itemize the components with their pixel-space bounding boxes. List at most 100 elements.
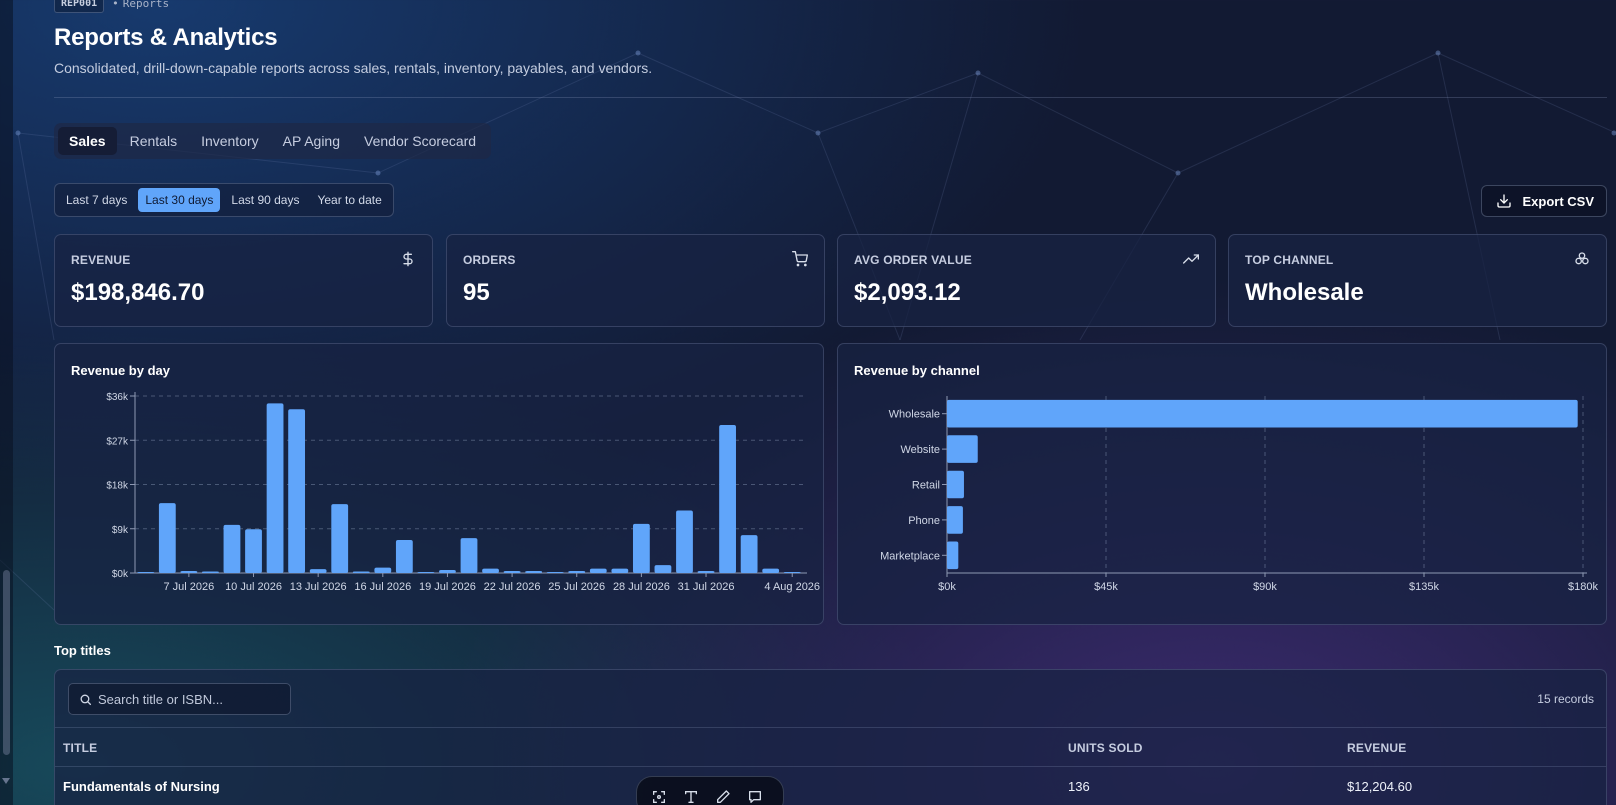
channels-icon bbox=[1574, 251, 1590, 267]
pencil-icon[interactable] bbox=[715, 789, 731, 805]
x-tick-label: $0k bbox=[938, 581, 956, 593]
bar bbox=[568, 571, 586, 573]
tab-vendor-scorecard[interactable]: Vendor Scorecard bbox=[364, 133, 477, 149]
download-icon bbox=[1497, 194, 1512, 208]
left-scrollbar[interactable] bbox=[0, 0, 13, 805]
top-titles-table: 15 records TITLE UNITS SOLD REVENUE Fund… bbox=[54, 669, 1607, 805]
y-tick-label: Wholesale bbox=[889, 409, 940, 421]
x-tick-label: 7 Jul 2026 bbox=[163, 581, 214, 593]
floating-annotation-toolbar bbox=[636, 776, 784, 805]
tab-ap-aging[interactable]: AP Aging bbox=[282, 133, 341, 149]
x-tick-label: 22 Jul 2026 bbox=[484, 581, 541, 593]
x-tick-label: 10 Jul 2026 bbox=[225, 581, 282, 593]
page-subtitle: Consolidated, drill-down-capable reports… bbox=[54, 60, 653, 76]
chart-title: Revenue by day bbox=[71, 363, 170, 378]
records-count: 15 records bbox=[1537, 692, 1594, 706]
select-area-icon[interactable] bbox=[651, 789, 667, 805]
search-icon bbox=[80, 694, 92, 705]
range-last-30-days[interactable]: Last 30 days bbox=[138, 188, 221, 212]
bar bbox=[245, 529, 262, 573]
bar bbox=[309, 569, 327, 573]
export-csv-button[interactable]: Export CSV bbox=[1481, 185, 1607, 217]
page-title: Reports & Analytics bbox=[54, 24, 278, 51]
y-tick-label: Retail bbox=[912, 480, 940, 492]
bar bbox=[947, 470, 964, 499]
range-last-7-days[interactable]: Last 7 days bbox=[66, 193, 128, 207]
kpi-card-avg-order-value: AVG ORDER VALUE $2,093.12 bbox=[837, 234, 1216, 327]
scrollbar-down-arrow[interactable] bbox=[2, 778, 10, 784]
bar bbox=[288, 409, 306, 573]
breadcrumb-section[interactable]: Reports bbox=[122, 0, 170, 10]
x-tick-label: $135k bbox=[1409, 581, 1439, 593]
x-tick-label: $45k bbox=[1094, 581, 1118, 593]
kpi-card-orders: ORDERS 95 bbox=[446, 234, 825, 327]
bar bbox=[632, 523, 650, 573]
bar bbox=[180, 571, 198, 573]
bar bbox=[352, 571, 370, 573]
kpi-value: $2,093.12 bbox=[854, 279, 961, 306]
bar bbox=[137, 572, 155, 573]
x-tick-label: $90k bbox=[1253, 581, 1277, 593]
revenue-by-channel-chart: $0k $45k $90k $135k $180k Wholesale Website Ret… bbox=[880, 396, 1598, 593]
breadcrumb: REP001 • Reports bbox=[54, 0, 169, 13]
kpi-label: AVG ORDER VALUE bbox=[854, 253, 972, 267]
revenue-by-day-card: Revenue by day $0k $9k $18k $27k $36k 7 Jul 2… bbox=[54, 343, 824, 625]
column-header-units-sold[interactable]: UNITS SOLD bbox=[1068, 741, 1143, 755]
bar bbox=[525, 571, 543, 573]
bar bbox=[719, 425, 736, 573]
bar bbox=[740, 535, 758, 573]
bar bbox=[395, 540, 413, 573]
column-header-title[interactable]: TITLE bbox=[63, 741, 98, 755]
kpi-label: REVENUE bbox=[71, 253, 131, 267]
table-row[interactable]: Fundamentals of Nursing 136 $12,204.60 bbox=[55, 767, 1606, 805]
bar bbox=[202, 571, 219, 573]
kpi-label: TOP CHANNEL bbox=[1245, 253, 1334, 267]
kpi-value: 95 bbox=[463, 279, 490, 306]
revenue-by-day-chart: $0k $9k $18k $27k $36k 7 Jul 2026 10 Jul 2026 1… bbox=[106, 392, 820, 593]
chart-title: Revenue by channel bbox=[854, 363, 980, 378]
scrollbar-thumb[interactable] bbox=[3, 570, 10, 755]
bar bbox=[482, 568, 499, 573]
y-tick-label: Marketplace bbox=[880, 550, 940, 562]
comment-icon[interactable] bbox=[747, 789, 763, 805]
y-tick-label: $0k bbox=[112, 569, 129, 580]
header-divider bbox=[54, 97, 1607, 98]
text-tool-icon[interactable] bbox=[683, 789, 699, 805]
bar bbox=[417, 572, 435, 573]
bar bbox=[331, 504, 349, 573]
bar bbox=[503, 571, 521, 573]
report-code-badge: REP001 bbox=[54, 0, 105, 13]
tab-sales[interactable]: Sales bbox=[58, 127, 117, 155]
bar bbox=[158, 503, 176, 573]
search-input[interactable] bbox=[98, 691, 288, 707]
bar bbox=[374, 567, 392, 573]
bar bbox=[947, 541, 959, 570]
column-header-revenue[interactable]: REVENUE bbox=[1347, 741, 1407, 755]
x-tick-label: 13 Jul 2026 bbox=[290, 581, 347, 593]
y-tick-label: Website bbox=[900, 444, 940, 456]
bar bbox=[546, 572, 564, 573]
row-title: Fundamentals of Nursing bbox=[63, 779, 220, 794]
bar bbox=[947, 435, 978, 463]
bar bbox=[611, 568, 629, 573]
kpi-value: $198,846.70 bbox=[71, 279, 205, 306]
x-tick-label: 31 Jul 2026 bbox=[678, 581, 735, 593]
bar bbox=[783, 572, 801, 573]
dollar-icon bbox=[400, 251, 416, 267]
breadcrumb-separator: • bbox=[112, 0, 119, 10]
bar bbox=[947, 399, 1578, 428]
bar bbox=[762, 568, 780, 573]
range-year-to-date[interactable]: Year to date bbox=[317, 193, 382, 207]
x-tick-label: 19 Jul 2026 bbox=[419, 581, 476, 593]
bar bbox=[439, 570, 456, 573]
y-tick-label: $9k bbox=[112, 525, 129, 536]
revenue-by-channel-card: Revenue by channel $0k $45k $90k $135k $180k… bbox=[837, 343, 1607, 625]
tab-rentals[interactable]: Rentals bbox=[129, 133, 178, 149]
tab-inventory[interactable]: Inventory bbox=[201, 133, 259, 149]
kpi-card-top-channel: TOP CHANNEL Wholesale bbox=[1228, 234, 1607, 327]
bar bbox=[589, 568, 607, 573]
y-tick-label: $27k bbox=[106, 436, 129, 447]
export-csv-label: Export CSV bbox=[1522, 193, 1594, 209]
range-last-90-days[interactable]: Last 90 days bbox=[231, 193, 300, 207]
bar bbox=[654, 565, 672, 573]
